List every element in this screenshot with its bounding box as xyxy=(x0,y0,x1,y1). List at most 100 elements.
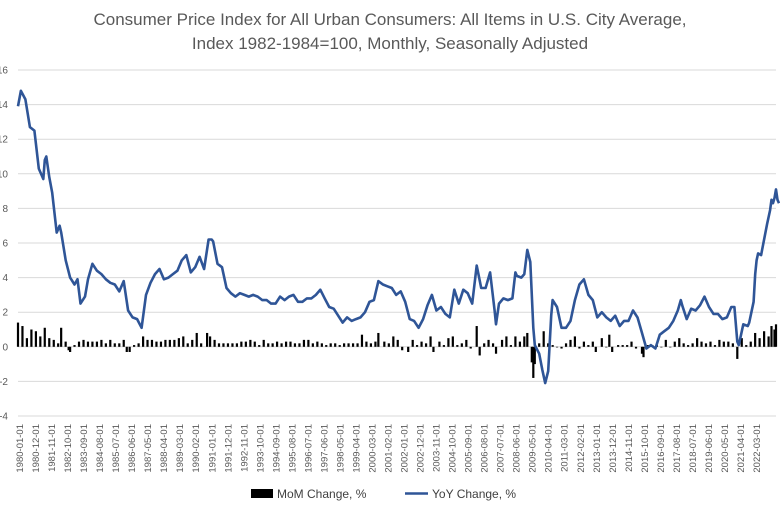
legend: MoM Change, % YoY Change, % xyxy=(251,487,516,501)
mom-bar xyxy=(325,345,328,347)
mom-bar xyxy=(213,339,216,347)
mom-bar xyxy=(253,341,256,347)
mom-bar xyxy=(351,343,355,347)
mom-bar xyxy=(669,346,672,348)
x-tick-label: 1983-09-01 xyxy=(79,424,90,473)
mom-bar xyxy=(16,322,20,347)
x-tick-label: 2008-06-01 xyxy=(512,424,523,473)
mom-bar xyxy=(57,343,60,347)
mom-bar xyxy=(374,341,377,347)
mom-bar xyxy=(311,343,314,347)
mom-bar xyxy=(365,341,368,347)
mom-bar xyxy=(605,346,608,348)
mom-bar xyxy=(718,339,721,347)
mom-bar xyxy=(424,343,428,347)
mom-bar xyxy=(113,343,116,347)
y-tick-label: 2 xyxy=(2,308,8,319)
mom-bar xyxy=(538,343,541,347)
mom-bar xyxy=(770,326,773,347)
mom-bar xyxy=(334,343,337,347)
mom-bar xyxy=(146,339,149,347)
mom-bar xyxy=(34,331,38,347)
mom-bar xyxy=(383,341,386,347)
mom-bar xyxy=(82,339,85,347)
mom-bar xyxy=(456,345,459,347)
mom-bar xyxy=(30,329,33,347)
mom-bar xyxy=(475,326,478,347)
x-tick-label: 2005-09-01 xyxy=(464,424,475,473)
x-axis: 1980-01-01 1980-12-01 1981-11-01 1982-10-01… xyxy=(15,424,763,473)
mom-bar xyxy=(343,343,346,347)
legend-swatch-mom xyxy=(251,489,273,498)
mom-bar xyxy=(569,339,572,347)
x-tick-label: 1992-11-01 xyxy=(239,424,250,472)
x-tick-label: 2017-08-01 xyxy=(672,424,683,473)
x-tick-label: 1987-05-01 xyxy=(143,424,154,473)
mom-bar xyxy=(664,339,667,347)
gridlines xyxy=(18,69,776,417)
y-tick-label: 16 xyxy=(0,66,8,77)
mom-bar xyxy=(73,345,76,347)
mom-bar xyxy=(447,338,450,347)
mom-bar xyxy=(451,336,454,347)
mom-bar xyxy=(396,339,399,347)
x-tick-label: 2020-05-01 xyxy=(720,424,731,473)
chart-subtitle: Index 1982-1984=100, Monthly, Seasonally… xyxy=(191,34,589,53)
y-tick-label: 12 xyxy=(0,135,8,146)
x-tick-label: 2022-03-01 xyxy=(752,424,763,473)
mom-bar xyxy=(432,346,435,352)
mom-bar xyxy=(164,339,167,347)
mom-bar xyxy=(460,343,463,347)
mom-bar xyxy=(555,346,559,348)
x-tick-label: 1991-01-01 xyxy=(207,424,218,473)
mom-bar xyxy=(582,341,586,347)
x-tick-label: 2002-01-01 xyxy=(400,424,411,473)
x-tick-label: 2001-02-01 xyxy=(384,424,395,473)
mom-bar xyxy=(338,345,341,347)
x-tick-label: 2013-12-01 xyxy=(608,424,619,473)
mom-bar xyxy=(420,341,423,347)
x-tick-label: 2016-09-01 xyxy=(656,424,667,473)
x-tick-label: 1986-06-01 xyxy=(127,424,138,473)
x-tick-label: 1985-07-01 xyxy=(111,424,122,473)
mom-bar xyxy=(280,343,283,347)
mom-bar xyxy=(594,346,597,352)
mom-bar xyxy=(767,336,770,347)
mom-bar xyxy=(709,341,712,347)
mom-bar xyxy=(262,339,265,347)
mom-bar xyxy=(43,327,46,347)
mom-bar xyxy=(551,345,554,347)
mom-bar xyxy=(347,343,350,347)
mom-bar xyxy=(500,339,504,347)
x-tick-label: 1990-02-01 xyxy=(191,424,202,473)
mom-bar xyxy=(39,336,42,347)
mom-bar xyxy=(578,346,581,349)
x-tick-label: 1995-08-01 xyxy=(287,424,298,473)
mom-bar xyxy=(109,339,112,347)
mom-bar xyxy=(52,339,55,347)
x-tick-label: 2002-12-01 xyxy=(416,424,427,473)
mom-bar xyxy=(587,345,590,347)
x-tick-label: 2011-03-01 xyxy=(560,424,571,472)
mom-bar xyxy=(600,338,603,347)
mom-bar xyxy=(320,343,323,347)
mom-bar xyxy=(642,346,645,358)
legend-label-yoy: YoY Change, % xyxy=(432,487,516,501)
mom-bar xyxy=(206,332,209,347)
y-tick-label: 8 xyxy=(2,204,8,215)
mom-bar xyxy=(547,343,550,347)
mom-bar xyxy=(514,336,517,347)
mom-bar xyxy=(244,341,247,347)
mom-bar xyxy=(95,341,99,347)
x-tick-label: 1982-10-01 xyxy=(63,424,74,473)
y-axis: 16 14 12 10 8 6 4 2 0 -2 -4 xyxy=(0,66,8,423)
mom-bar xyxy=(533,346,536,365)
x-tick-label: 1991-12-01 xyxy=(223,424,234,473)
mom-bar xyxy=(60,327,63,347)
mom-bar xyxy=(48,338,51,347)
mom-bar xyxy=(401,346,404,351)
mom-bar xyxy=(621,345,624,347)
mom-bar xyxy=(745,345,748,347)
mom-bar xyxy=(526,332,529,347)
